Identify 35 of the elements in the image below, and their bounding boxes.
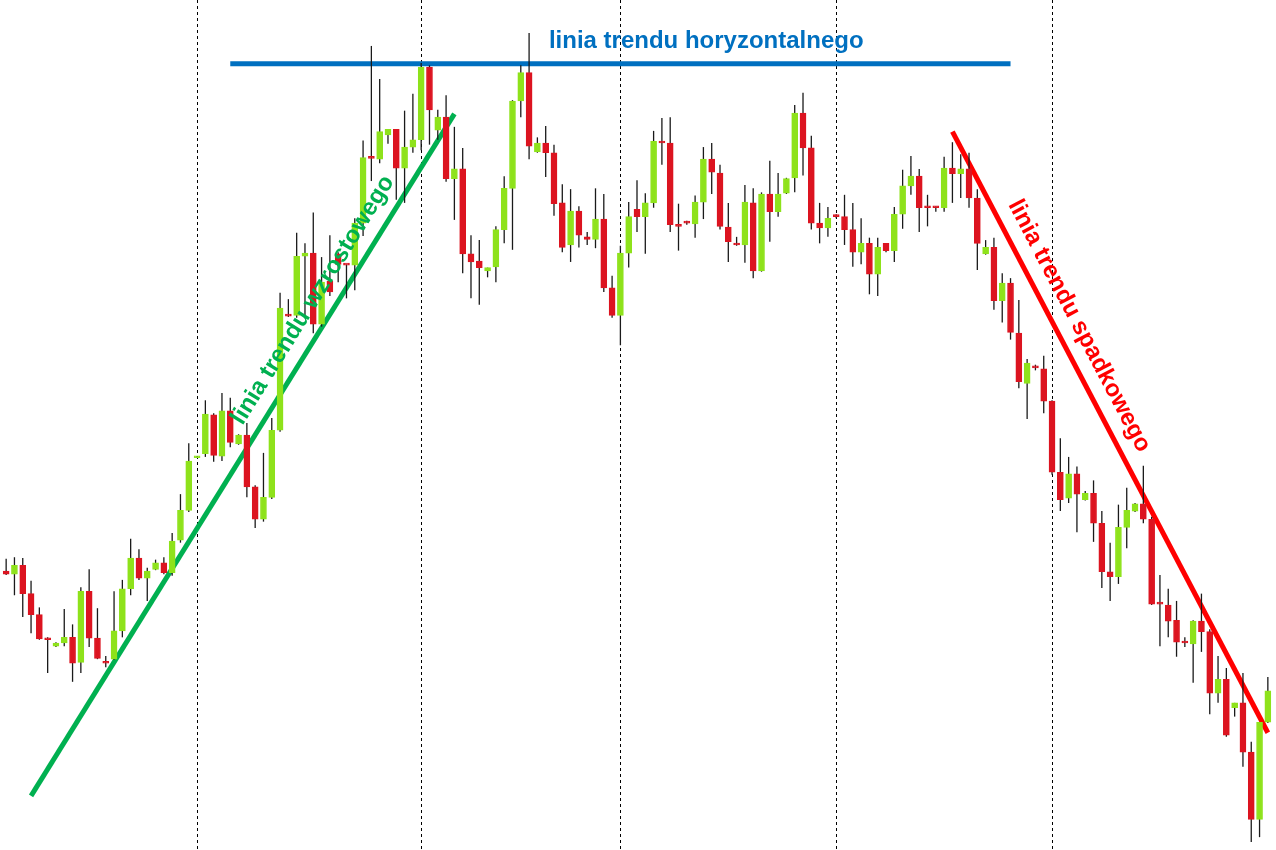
candlestick <box>1140 465 1147 524</box>
candlestick <box>766 160 774 243</box>
candlestick <box>1123 487 1131 549</box>
candlestick <box>1173 600 1180 658</box>
candlestick <box>857 217 865 266</box>
candlestick <box>1198 592 1205 653</box>
candlestick <box>343 262 350 299</box>
candlestick <box>957 153 965 199</box>
candlestick <box>1106 542 1114 602</box>
candlestick <box>451 126 458 221</box>
candlestick <box>143 567 151 602</box>
candlestick <box>849 202 857 268</box>
candlestick <box>592 187 599 249</box>
series-label: linia trendu horyzontalnego <box>548 26 864 54</box>
candlestick <box>11 556 18 596</box>
candlestick <box>708 142 716 195</box>
candlestick <box>94 607 101 660</box>
candlestick <box>44 636 51 674</box>
candlestick <box>260 452 267 523</box>
candlestick <box>924 194 931 227</box>
candlestick <box>542 125 550 178</box>
candlestick <box>641 192 649 255</box>
candlestick <box>949 141 956 204</box>
candlestick <box>434 109 442 141</box>
candlestick <box>724 202 732 263</box>
candlestick <box>60 608 68 647</box>
candlestick <box>816 202 823 244</box>
candlestick <box>401 110 408 204</box>
candlestick <box>475 239 483 306</box>
candlestick <box>1164 588 1172 638</box>
candlestick <box>675 203 682 252</box>
candlestick <box>36 606 43 641</box>
candlestick <box>841 194 848 246</box>
candlestick <box>1065 456 1072 504</box>
candlestick <box>998 272 1006 324</box>
